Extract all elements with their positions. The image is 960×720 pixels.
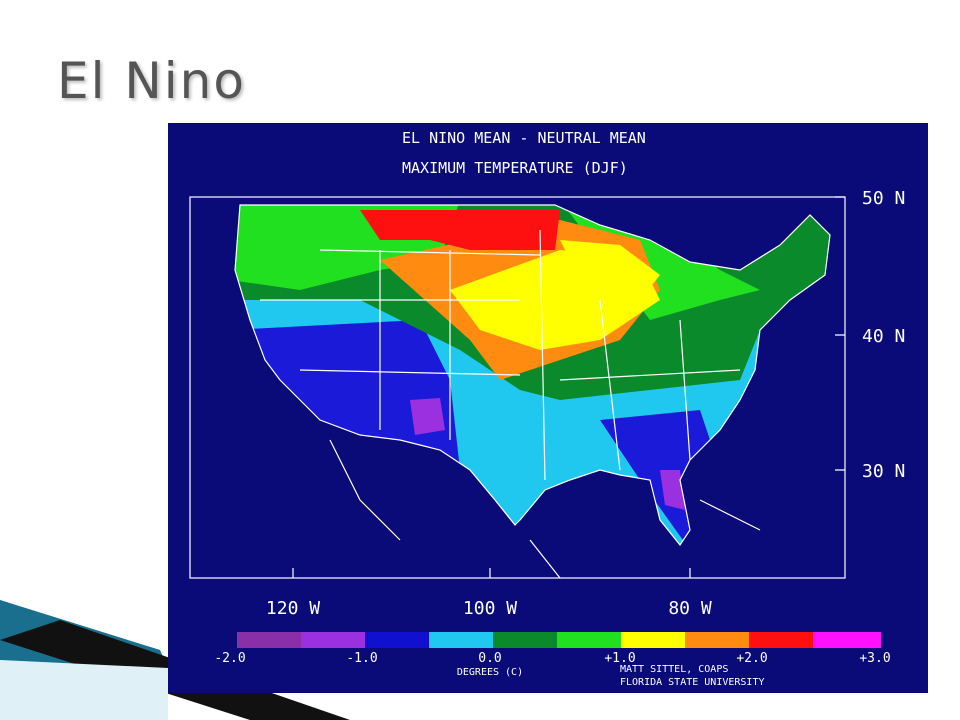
map-figure: EL NINO MEAN - NEUTRAL MEAN MAXIMUM TEMP…: [168, 123, 928, 693]
lat-label: 50 N: [862, 188, 905, 209]
credit: MATT SITTEL, COAPS: [620, 664, 728, 675]
colorbar-label: +3.0: [859, 651, 890, 666]
colorbar-label: +1.0: [604, 651, 635, 666]
colorbar-label: -2.0: [214, 651, 245, 666]
colorbar: [237, 632, 881, 648]
slide-title: El Nino: [57, 52, 246, 110]
lat-label: 30 N: [862, 461, 905, 482]
colorbar-label: 0.0: [478, 651, 501, 666]
colorbar-label: -1.0: [346, 651, 377, 666]
map-subtitle: MAXIMUM TEMPERATURE (DJF): [402, 159, 628, 177]
credit: FLORIDA STATE UNIVERSITY: [620, 677, 765, 688]
units-label: DEGREES (C): [457, 667, 523, 678]
map-title: EL NINO MEAN - NEUTRAL MEAN: [402, 129, 646, 147]
lon-label: 100 W: [463, 598, 517, 619]
colorbar-label: +2.0: [736, 651, 767, 666]
lat-label: 40 N: [862, 326, 905, 347]
lon-label: 80 W: [668, 598, 712, 619]
lon-label: 120 W: [266, 598, 320, 619]
